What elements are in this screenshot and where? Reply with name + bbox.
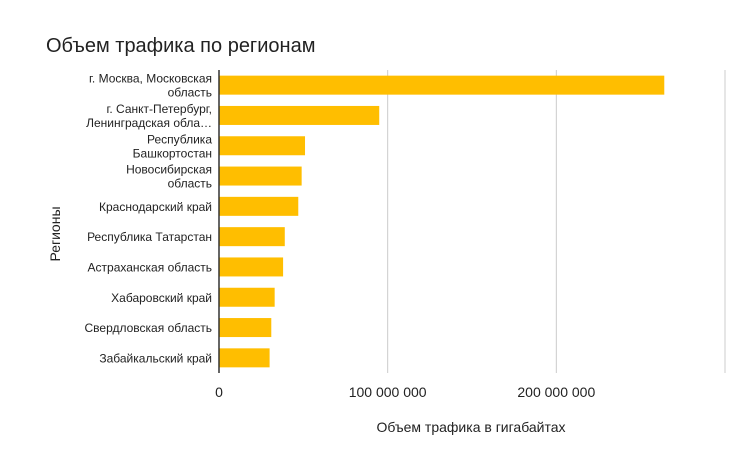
bar xyxy=(219,227,285,247)
category-label: г. Москва, Московская xyxy=(89,72,212,86)
x-axis-title: Объем трафика в гигабайтах xyxy=(376,419,565,435)
category-label: область xyxy=(168,177,212,191)
category-label: Астраханская область xyxy=(88,260,212,274)
x-tick-label: 100 000 000 xyxy=(349,384,427,400)
category-label: Свердловская область xyxy=(85,321,212,335)
bar xyxy=(219,105,380,125)
bar xyxy=(219,318,272,338)
category-label: г. Санкт-Петербург, xyxy=(106,102,212,116)
category-label: Ленинградская обла… xyxy=(86,116,212,130)
chart-title: Объем трафика по регионам xyxy=(46,35,315,57)
category-label: область xyxy=(168,86,212,100)
category-label: Забайкальский край xyxy=(99,351,212,365)
x-tick-label: 200 000 000 xyxy=(517,384,595,400)
category-label: Республика Татарстан xyxy=(87,230,212,244)
x-tick-label: 0 xyxy=(215,384,223,400)
category-label: Хабаровский край xyxy=(111,291,212,305)
bar xyxy=(219,287,275,307)
category-label: Республика xyxy=(147,132,212,146)
category-label: Башкортостан xyxy=(133,146,212,160)
x-tick-labels: 0 100 000 000 200 000 000 xyxy=(215,384,595,400)
category-label: Краснодарский край xyxy=(99,200,212,214)
grid-lines xyxy=(387,70,726,373)
bar xyxy=(219,166,302,186)
bar xyxy=(219,196,299,216)
bar xyxy=(219,75,665,95)
bars xyxy=(219,75,665,368)
y-axis-title: Регионы xyxy=(47,206,63,261)
bar xyxy=(219,348,270,368)
category-label: Новосибирская xyxy=(126,163,212,177)
bar xyxy=(219,136,306,156)
bar xyxy=(219,257,284,277)
